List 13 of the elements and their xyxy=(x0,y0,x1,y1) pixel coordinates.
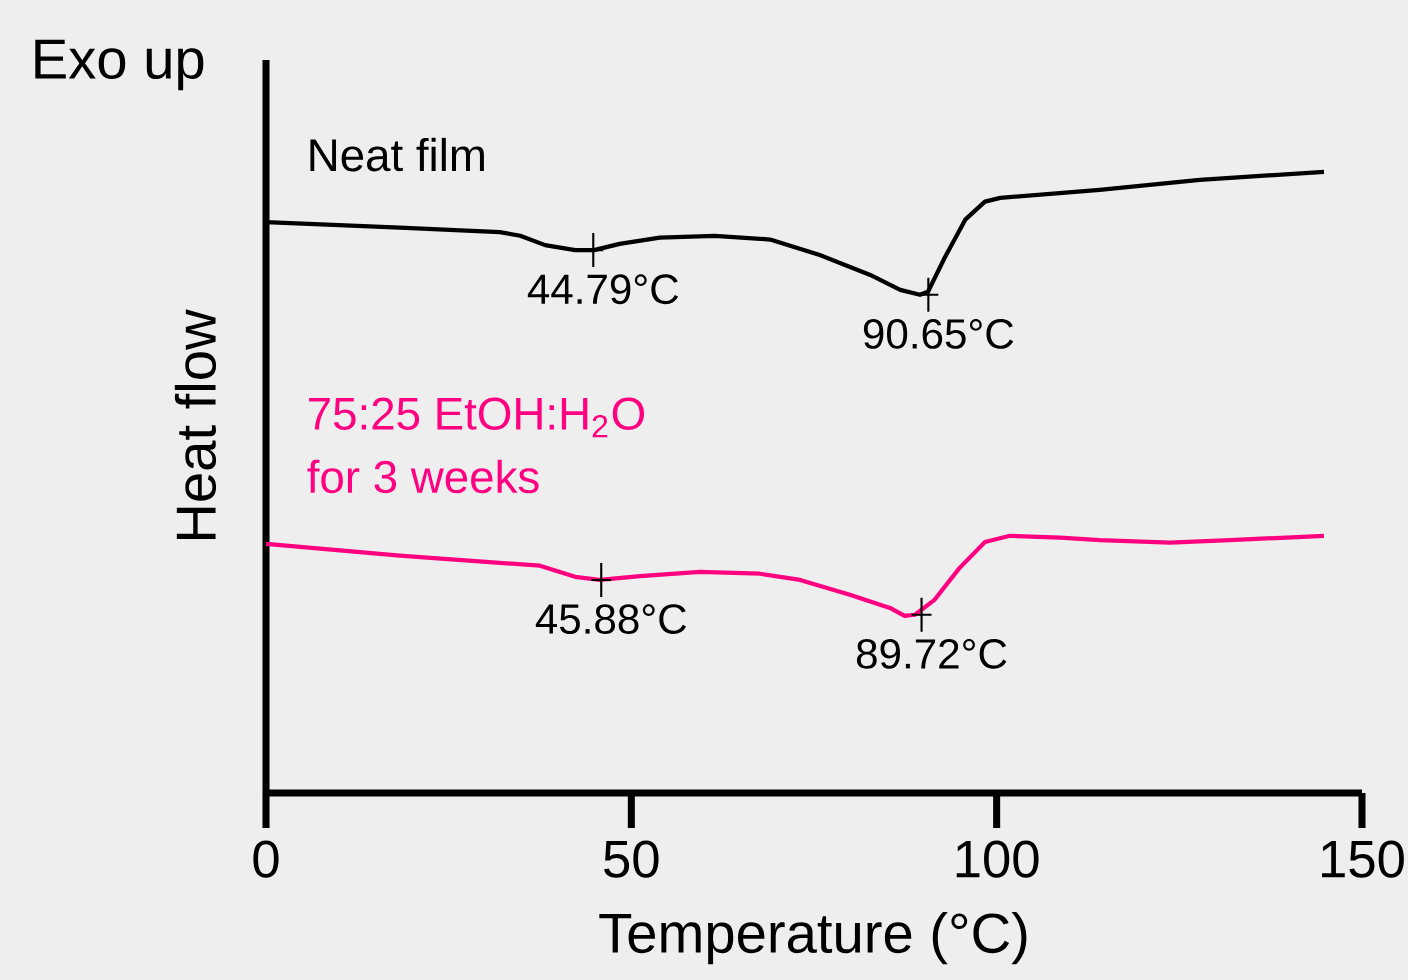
text: 75:25 EtOH:H$_{2}$O for 3 weeks xyxy=(307,397,645,494)
x-tick-label: 150 xyxy=(1322,840,1404,878)
x-tick-label: 50 xyxy=(604,840,659,878)
y-axis-title: Heat flow xyxy=(174,309,217,540)
x-tick-label: 0 xyxy=(253,840,279,878)
series-label: Neat film xyxy=(310,137,484,172)
text: Exo up xyxy=(35,39,204,91)
annotation: 44.79°C xyxy=(527,274,679,305)
annotation: 90.65°C xyxy=(863,319,1014,349)
x-axis-title: Temperature (°C) xyxy=(599,911,1027,965)
x-tick-label: 100 xyxy=(956,840,1039,878)
annotation: 45.88°C xyxy=(535,604,687,634)
annotation: 89.72°C xyxy=(856,638,1007,669)
